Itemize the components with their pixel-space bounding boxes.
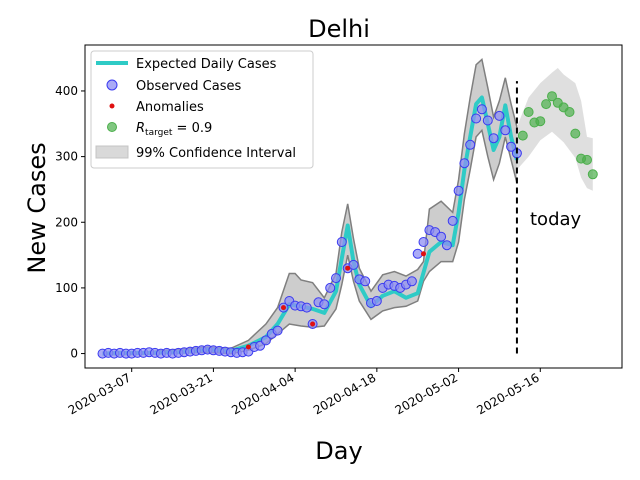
legend-anomalies-swatch — [109, 103, 115, 109]
x-tick-label: 2020-04-18 — [311, 370, 378, 417]
rtarget-point — [535, 116, 546, 127]
anomaly-point — [310, 321, 316, 327]
legend-observed-label: Observed Cases — [136, 79, 241, 94]
observed-point — [260, 335, 271, 346]
anomaly-point — [345, 265, 351, 271]
observed-point — [476, 104, 487, 115]
observed-point — [336, 237, 347, 247]
x-tick-label: 2020-03-21 — [148, 370, 215, 417]
y-tick-label: 400 — [55, 84, 78, 98]
rtarget-point — [517, 130, 528, 141]
anomaly-point — [421, 251, 426, 257]
rtarget-point — [541, 99, 552, 110]
legend-rtarget-value: = 0.9 — [172, 121, 212, 136]
y-tick-label: 100 — [55, 281, 78, 295]
observed-point — [471, 113, 482, 124]
y-axis-label: New Cases — [23, 142, 51, 273]
observed-point — [319, 299, 330, 310]
observed-point — [272, 325, 283, 336]
observed-point — [500, 125, 511, 136]
observed-point — [506, 141, 517, 152]
observed-point — [447, 215, 458, 226]
legend-ci-swatch — [95, 145, 129, 159]
x-tick-label: 2020-03-07 — [66, 370, 133, 417]
legend-box — [90, 50, 314, 169]
rtarget-point — [582, 154, 592, 165]
observed-point — [406, 276, 417, 287]
y-tick-label: 200 — [55, 215, 78, 229]
legend-rtarget-r: R — [136, 121, 145, 136]
rtarget-point — [570, 128, 581, 139]
observed-point — [459, 158, 470, 169]
x-tick-label: 2020-05-16 — [474, 370, 541, 417]
anomaly-point — [245, 344, 251, 350]
legend: Expected Daily Cases Observed Cases Anom… — [90, 50, 314, 169]
observed-point — [453, 185, 464, 196]
observed-point — [301, 302, 312, 313]
observed-point — [360, 276, 371, 287]
observed-point — [436, 231, 447, 242]
legend-expected-label: Expected Daily Cases — [136, 57, 277, 72]
legend-rtarget-sub: target — [145, 128, 173, 138]
today-label: today — [530, 209, 582, 230]
legend-rtarget-swatch — [107, 122, 117, 132]
observed-point — [412, 248, 423, 259]
observed-point — [348, 259, 359, 270]
observed-point — [465, 139, 476, 150]
rtarget-point — [547, 91, 557, 102]
legend-observed-swatch — [106, 79, 118, 91]
x-axis-label: Day — [315, 437, 362, 465]
rtarget-point — [564, 107, 575, 117]
observed-point — [482, 115, 493, 126]
plot-area — [97, 57, 598, 359]
chart-title: Delhi — [308, 15, 370, 43]
anomaly-point — [281, 305, 286, 311]
rtarget-point — [587, 169, 598, 180]
legend-ci-label: 99% Confidence Interval — [136, 146, 296, 161]
legend-rtarget-label: Rtarget = 0.9 — [136, 121, 212, 138]
observed-point — [494, 110, 505, 121]
rtarget-point — [523, 107, 534, 117]
y-tick-label: 300 — [55, 150, 78, 164]
legend-anomalies-label: Anomalies — [136, 100, 204, 115]
plot-frame — [84, 44, 623, 369]
observed-point — [325, 282, 336, 293]
y-tick-label: 0 — [70, 347, 78, 361]
observed-point — [418, 237, 429, 247]
observed-point — [331, 273, 341, 284]
observed-point — [488, 133, 499, 144]
observed-point — [441, 240, 452, 251]
confidence-interval-band-upper-edge — [102, 57, 518, 353]
x-tick-label: 2020-04-04 — [229, 370, 296, 417]
x-tick-label: 2020-05-02 — [393, 370, 460, 417]
observed-point — [371, 296, 382, 306]
forecast-band — [516, 68, 593, 191]
